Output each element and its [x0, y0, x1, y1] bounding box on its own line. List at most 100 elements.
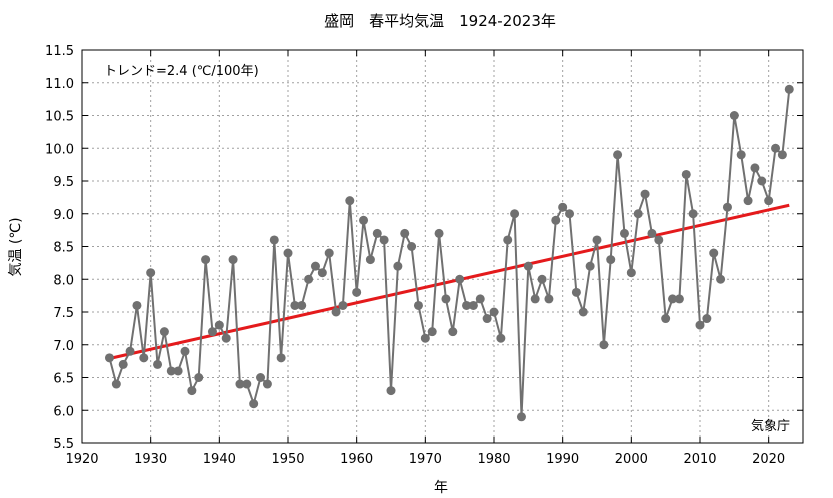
- data-point: [462, 300, 472, 310]
- x-tick-label: 1940: [203, 452, 236, 467]
- data-point: [166, 366, 176, 376]
- data-point: [551, 215, 561, 225]
- data-point: [489, 307, 499, 317]
- y-tick-label: 8.0: [53, 273, 74, 288]
- y-tick-label: 10.0: [45, 142, 74, 157]
- data-point: [125, 346, 135, 356]
- data-point: [503, 235, 513, 245]
- data-point: [304, 274, 314, 284]
- data-point: [262, 379, 272, 389]
- data-point: [729, 111, 739, 120]
- data-point: [427, 327, 437, 337]
- data-point: [736, 150, 746, 160]
- data-points: [104, 84, 794, 422]
- data-point: [592, 235, 602, 245]
- y-tick-label: 9.0: [53, 208, 74, 223]
- data-point: [221, 333, 231, 343]
- data-point: [139, 353, 149, 363]
- data-point: [187, 386, 197, 396]
- data-point: [784, 84, 794, 94]
- x-tick-label: 1960: [340, 452, 373, 467]
- data-point: [386, 386, 396, 396]
- x-tick-label: 1980: [477, 452, 510, 467]
- data-point: [379, 235, 389, 245]
- data-point: [743, 196, 753, 206]
- data-point: [249, 399, 259, 409]
- data-point: [118, 359, 128, 369]
- data-point: [290, 300, 300, 310]
- data-point: [310, 261, 320, 271]
- data-point: [757, 176, 767, 186]
- trend-label: トレンド=2.4 (℃/100年): [104, 64, 259, 79]
- data-point: [297, 300, 307, 310]
- y-tick-label: 6.0: [53, 404, 74, 419]
- y-tick-label: 10.5: [45, 110, 74, 125]
- y-tick-label: 8.5: [53, 241, 74, 256]
- data-point: [516, 412, 526, 422]
- data-point: [777, 150, 787, 160]
- data-point: [702, 314, 712, 324]
- data-point: [475, 294, 485, 304]
- source-label: 気象庁: [751, 418, 790, 434]
- y-tick-label: 9.5: [53, 175, 74, 190]
- data-point: [681, 169, 691, 179]
- data-point: [674, 294, 684, 304]
- data-point: [173, 366, 183, 376]
- y-tick-labels: 5.5 6.0 6.5 7.0 7.5 8.0 8.5 9.0 9.5 10.0 10.5 11.0 1…: [45, 44, 74, 452]
- data-point: [434, 228, 444, 238]
- data-point: [668, 294, 678, 304]
- data-point: [256, 373, 266, 382]
- x-tick-label: 1930: [134, 452, 167, 467]
- data-point: [709, 248, 719, 258]
- data-point: [235, 379, 245, 389]
- data-point: [441, 294, 451, 304]
- data-point: [544, 294, 554, 304]
- x-tick-label: 1950: [271, 452, 304, 467]
- data-point: [750, 163, 760, 173]
- data-point: [613, 150, 623, 160]
- x-tick-label: 1920: [65, 452, 98, 467]
- data-point: [132, 300, 142, 310]
- data-point: [496, 333, 506, 343]
- data-point: [695, 320, 705, 330]
- x-tick-label: 1970: [409, 452, 442, 467]
- data-point: [661, 314, 671, 324]
- data-point: [585, 261, 595, 271]
- data-point: [722, 202, 732, 212]
- data-point: [407, 242, 417, 251]
- data-point: [276, 353, 286, 363]
- x-tick-label: 1990: [546, 452, 579, 467]
- data-point: [159, 327, 169, 337]
- data-point: [352, 287, 362, 297]
- x-tick-label: 2020: [752, 452, 785, 467]
- y-tick-label: 6.5: [53, 372, 74, 387]
- data-point: [201, 255, 211, 265]
- data-point: [283, 248, 293, 258]
- data-point: [537, 274, 547, 284]
- x-tick-label: 2000: [615, 452, 648, 467]
- x-tick-labels: 1920 1930 1940 1950 1960 1970 1980 1990 2000 2010…: [65, 452, 785, 467]
- data-point: [413, 300, 423, 310]
- data-point: [228, 255, 238, 265]
- data-point: [716, 274, 726, 284]
- data-point: [146, 268, 156, 278]
- data-point: [359, 215, 369, 225]
- y-tick-label: 7.5: [53, 306, 74, 321]
- data-point: [331, 307, 341, 317]
- data-point: [468, 300, 478, 310]
- data-point: [345, 196, 355, 206]
- data-point: [654, 235, 664, 245]
- data-point: [647, 228, 657, 238]
- data-point: [317, 268, 327, 278]
- data-point: [558, 202, 568, 212]
- data-point: [104, 353, 114, 363]
- data-point: [324, 248, 334, 258]
- data-point: [523, 261, 533, 271]
- x-axis-label: 年: [434, 480, 448, 496]
- data-point: [599, 340, 609, 350]
- data-point: [688, 209, 698, 219]
- x-tick-label: 2010: [683, 452, 716, 467]
- data-point: [565, 209, 575, 219]
- data-point: [338, 300, 348, 310]
